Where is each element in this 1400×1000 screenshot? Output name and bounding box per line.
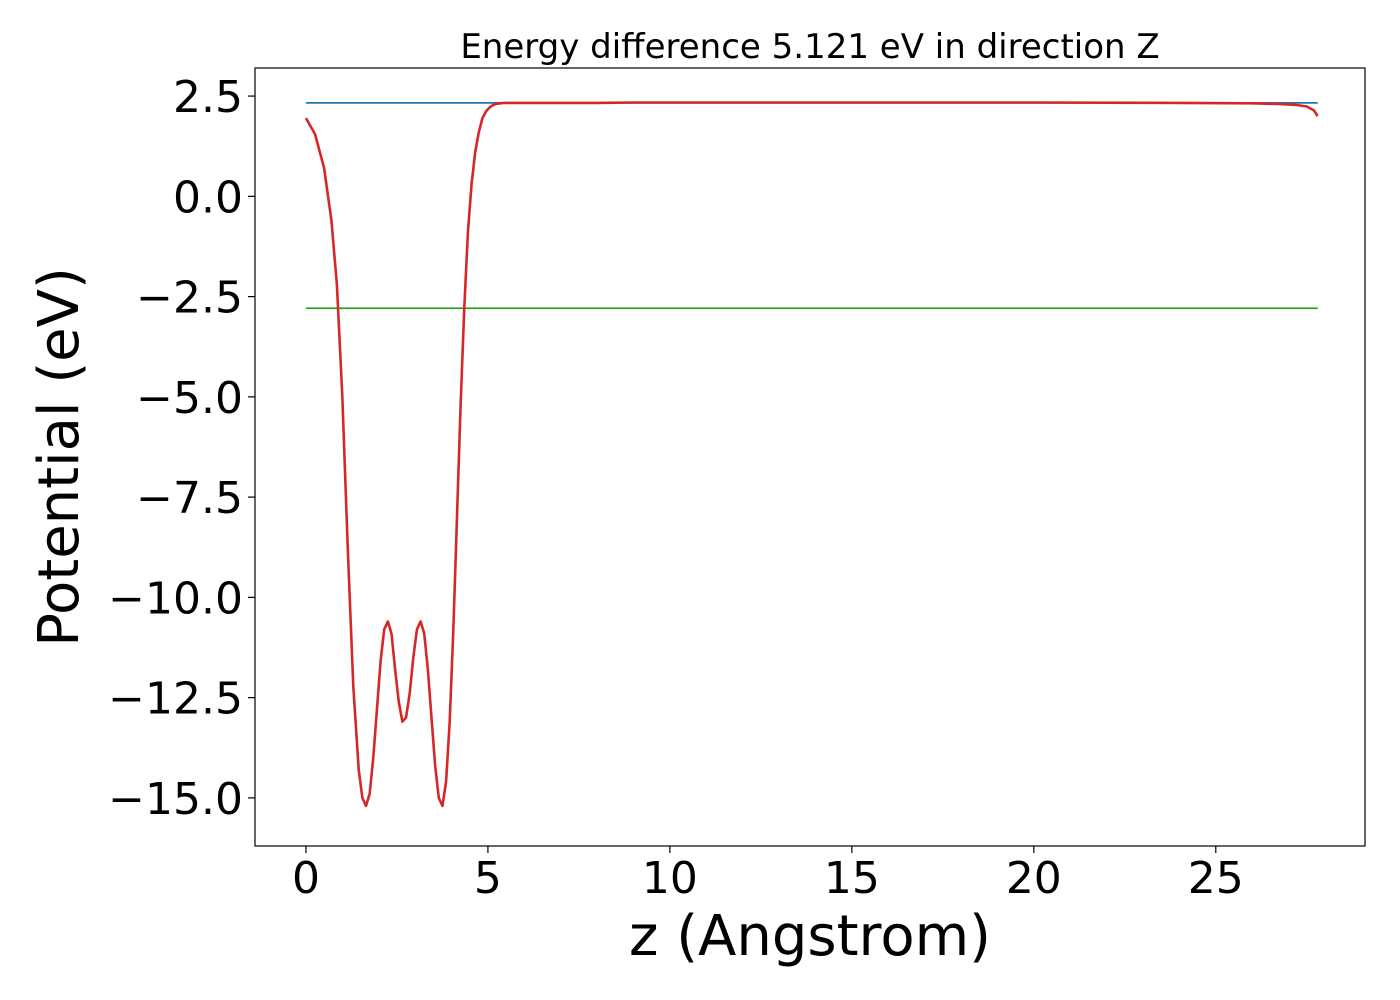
- y-tick-label: −7.5: [136, 473, 243, 524]
- y-tick-label: −15.0: [108, 774, 243, 825]
- x-tick-label: 0: [292, 853, 320, 904]
- y-tick-label: 2.5: [173, 72, 243, 123]
- y-tick-label: −2.5: [136, 273, 243, 324]
- x-tick-label: 20: [1006, 853, 1062, 904]
- x-tick-label: 15: [824, 853, 880, 904]
- axis-ticks: 0 5 10 15 20 25 2.5 0.0 −2.5 −5.0 −7.5 −10.0 −12.5 −1…: [108, 72, 1244, 904]
- x-tick-label: 25: [1188, 853, 1244, 904]
- x-axis-label: z (Angstrom): [629, 904, 991, 969]
- chart-title: Energy difference 5.121 eV in direction …: [460, 27, 1159, 67]
- plot-frame: [254, 67, 1366, 847]
- y-axis-label: Potential (eV): [27, 267, 92, 647]
- y-tick-label: 0.0: [173, 172, 243, 223]
- x-tick-label: 5: [474, 853, 502, 904]
- y-tick-label: −5.0: [136, 373, 243, 424]
- y-tick-label: −12.5: [108, 674, 243, 725]
- red-potential-curve: [304, 101, 1319, 808]
- x-tick-label: 10: [642, 853, 698, 904]
- y-tick-label: −10.0: [108, 573, 243, 624]
- data-series: [304, 101, 1319, 808]
